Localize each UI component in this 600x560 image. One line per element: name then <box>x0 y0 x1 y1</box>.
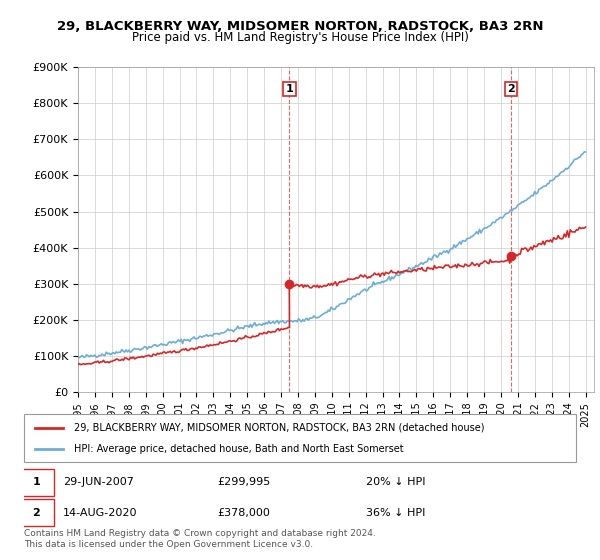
Text: £378,000: £378,000 <box>217 507 270 517</box>
Text: 20% ↓ HPI: 20% ↓ HPI <box>366 477 426 487</box>
Text: 2: 2 <box>507 84 515 94</box>
FancyBboxPatch shape <box>19 469 55 496</box>
Text: HPI: Average price, detached house, Bath and North East Somerset: HPI: Average price, detached house, Bath… <box>74 444 403 454</box>
FancyBboxPatch shape <box>19 499 55 526</box>
Text: 14-AUG-2020: 14-AUG-2020 <box>62 507 137 517</box>
Text: 29, BLACKBERRY WAY, MIDSOMER NORTON, RADSTOCK, BA3 2RN: 29, BLACKBERRY WAY, MIDSOMER NORTON, RAD… <box>57 20 543 32</box>
Text: 29, BLACKBERRY WAY, MIDSOMER NORTON, RADSTOCK, BA3 2RN (detached house): 29, BLACKBERRY WAY, MIDSOMER NORTON, RAD… <box>74 423 484 433</box>
FancyBboxPatch shape <box>24 414 576 462</box>
Text: 1: 1 <box>286 84 293 94</box>
Text: 29-JUN-2007: 29-JUN-2007 <box>62 477 134 487</box>
Text: £299,995: £299,995 <box>217 477 271 487</box>
Text: 1: 1 <box>32 477 40 487</box>
Text: Price paid vs. HM Land Registry's House Price Index (HPI): Price paid vs. HM Land Registry's House … <box>131 31 469 44</box>
Text: 2: 2 <box>32 507 40 517</box>
Text: 36% ↓ HPI: 36% ↓ HPI <box>366 507 425 517</box>
Text: Contains HM Land Registry data © Crown copyright and database right 2024.
This d: Contains HM Land Registry data © Crown c… <box>24 529 376 549</box>
